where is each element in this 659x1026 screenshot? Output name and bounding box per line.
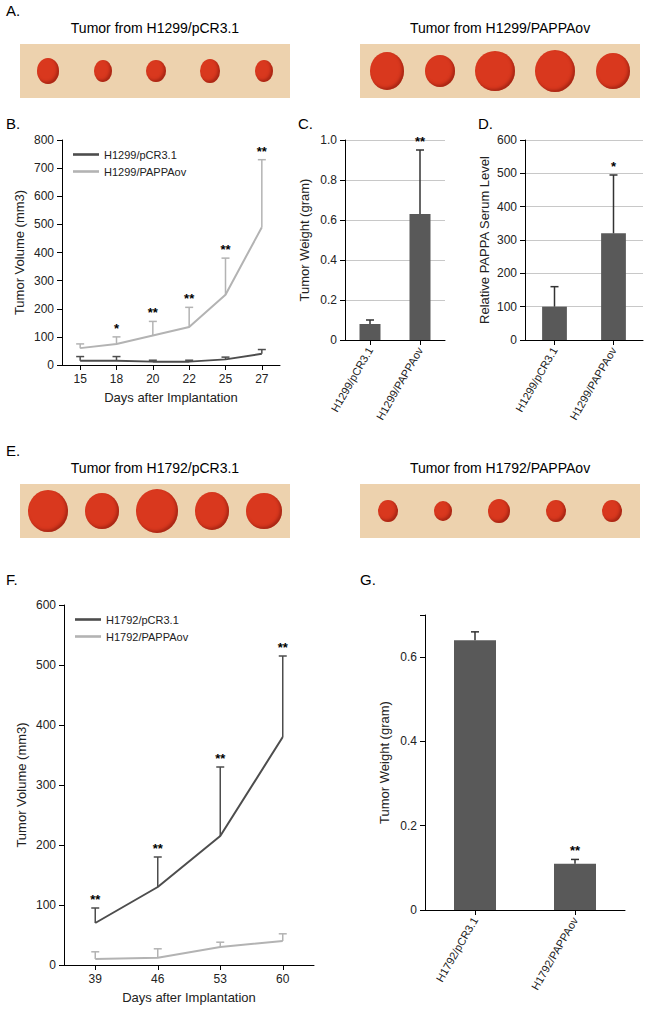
svg-text:0: 0 [49, 958, 56, 972]
svg-text:60: 60 [276, 972, 290, 986]
svg-text:C.: C. [298, 115, 313, 132]
svg-text:H1792/PAPPAov: H1792/PAPPAov [529, 915, 581, 992]
svg-text:**: ** [148, 305, 159, 320]
svg-text:600: 600 [497, 133, 517, 147]
svg-text:100: 100 [34, 330, 54, 344]
svg-text:20: 20 [146, 372, 160, 386]
svg-text:600: 600 [36, 598, 56, 612]
svg-text:0.6: 0.6 [320, 213, 337, 227]
svg-text:H1792/pCR3.1: H1792/pCR3.1 [433, 915, 480, 984]
svg-text:46: 46 [151, 972, 165, 986]
svg-text:100: 100 [36, 898, 56, 912]
svg-text:0: 0 [410, 903, 417, 917]
svg-text:H1792/pCR3.1: H1792/pCR3.1 [106, 614, 179, 626]
svg-text:**: ** [278, 640, 289, 655]
svg-text:300: 300 [497, 233, 517, 247]
html-text:Tumor from H1299/PAPPAov: Tumor from H1299/PAPPAov [409, 20, 591, 36]
svg-text:0.2: 0.2 [320, 293, 337, 307]
svg-text:18: 18 [110, 372, 124, 386]
svg-text:B.: B. [6, 115, 20, 132]
svg-text:200: 200 [36, 838, 56, 852]
svg-text:0: 0 [47, 358, 54, 372]
svg-text:500: 500 [34, 217, 54, 231]
svg-text:0: 0 [510, 333, 517, 347]
svg-text:**: ** [220, 242, 231, 257]
svg-text:H1299/pCR3.1: H1299/pCR3.1 [104, 149, 177, 161]
html-text:Tumor from H1792/PAPPAov: Tumor from H1792/PAPPAov [409, 460, 591, 476]
svg-text:G.: G. [360, 571, 376, 588]
svg-text:Tumor Weight (gram): Tumor Weight (gram) [297, 179, 312, 302]
svg-text:600: 600 [34, 189, 54, 203]
svg-text:Tumor Weight (gram): Tumor Weight (gram) [377, 701, 392, 824]
svg-text:25: 25 [219, 372, 233, 386]
svg-text:0: 0 [330, 333, 337, 347]
svg-text:H1792/PAPPAov: H1792/PAPPAov [106, 631, 189, 643]
svg-text:**: ** [215, 751, 226, 766]
svg-text:Relative PAPPA Serum Level: Relative PAPPA Serum Level [477, 156, 492, 324]
html-text:E.: E. [6, 442, 21, 459]
svg-text:0.4: 0.4 [320, 253, 337, 267]
svg-text:H1299/pCR3.1: H1299/pCR3.1 [328, 345, 375, 414]
html-text:Tumor from H1299/pCR3.1: Tumor from H1299/pCR3.1 [70, 20, 240, 36]
svg-text:500: 500 [497, 166, 517, 180]
svg-text:Tumor Volume (mm3): Tumor Volume (mm3) [14, 722, 29, 847]
svg-text:D.: D. [478, 115, 493, 132]
svg-text:22: 22 [182, 372, 196, 386]
svg-text:Days after Implantation: Days after Implantation [122, 990, 256, 1005]
svg-text:400: 400 [34, 246, 54, 260]
svg-text:**: ** [570, 843, 581, 858]
svg-text:H1299/pCR3.1: H1299/pCR3.1 [513, 345, 560, 414]
svg-text:53: 53 [214, 972, 228, 986]
svg-text:*: * [114, 321, 120, 336]
svg-text:1.0: 1.0 [320, 133, 337, 147]
html-text:Tumor from H1792/pCR3.1: Tumor from H1792/pCR3.1 [70, 460, 240, 476]
svg-text:*: * [611, 159, 617, 174]
svg-text:39: 39 [89, 972, 103, 986]
svg-text:H1299/PAPPAov: H1299/PAPPAov [104, 166, 187, 178]
svg-text:Tumor Volume (mm3): Tumor Volume (mm3) [12, 190, 27, 315]
svg-text:F.: F. [6, 571, 18, 588]
svg-text:**: ** [257, 144, 268, 159]
svg-text:**: ** [153, 841, 164, 856]
svg-text:Days after Implantation: Days after Implantation [104, 390, 238, 405]
svg-text:H1299/PAPPAov: H1299/PAPPAov [567, 345, 619, 422]
svg-text:**: ** [415, 134, 426, 149]
svg-text:0.8: 0.8 [320, 173, 337, 187]
svg-text:100: 100 [497, 300, 517, 314]
svg-text:400: 400 [36, 718, 56, 732]
svg-text:200: 200 [497, 266, 517, 280]
svg-text:0.4: 0.4 [400, 734, 417, 748]
svg-text:700: 700 [34, 161, 54, 175]
svg-text:300: 300 [36, 778, 56, 792]
svg-text:**: ** [184, 291, 195, 306]
svg-text:27: 27 [255, 372, 269, 386]
svg-text:500: 500 [36, 658, 56, 672]
svg-text:200: 200 [34, 302, 54, 316]
svg-text:H1299/PAPPAov: H1299/PAPPAov [374, 345, 426, 422]
svg-text:0.6: 0.6 [400, 650, 417, 664]
html-text:A.: A. [6, 2, 21, 19]
svg-text:300: 300 [34, 274, 54, 288]
svg-text:**: ** [90, 892, 101, 907]
svg-text:15: 15 [73, 372, 87, 386]
svg-text:0.2: 0.2 [400, 819, 417, 833]
svg-text:400: 400 [497, 200, 517, 214]
svg-text:800: 800 [34, 133, 54, 147]
